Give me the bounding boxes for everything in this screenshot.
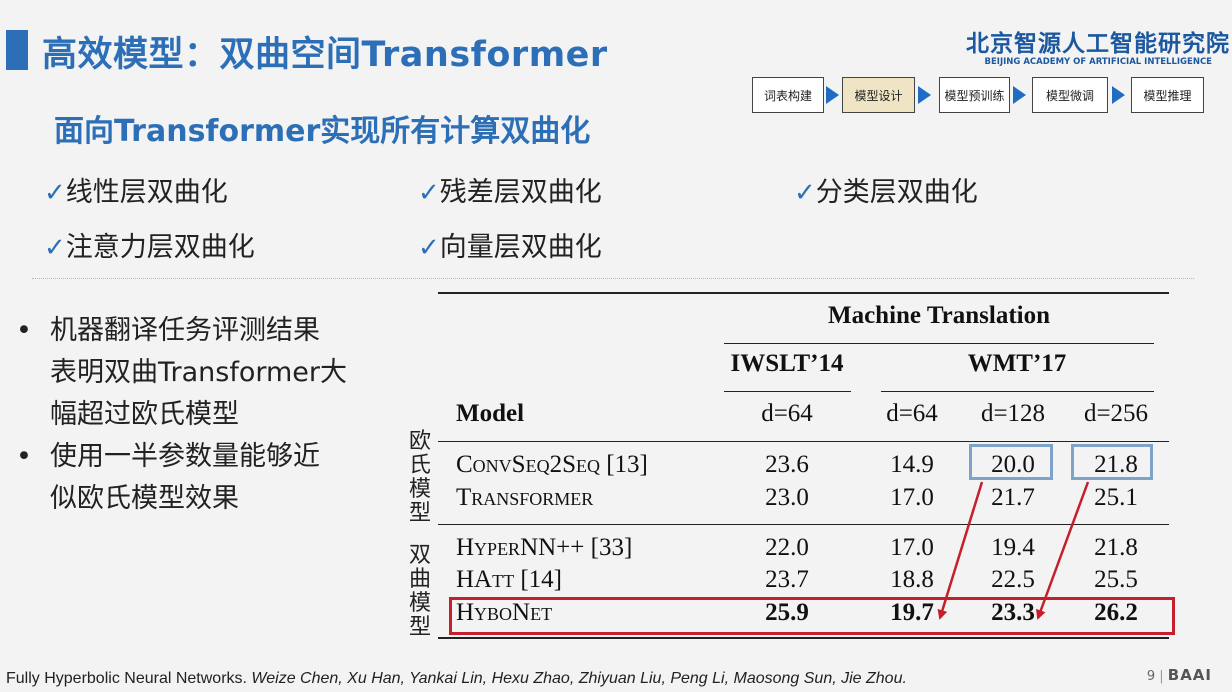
section-divider (32, 278, 1194, 279)
table-cell: 20.0 (991, 451, 1035, 478)
table-cell: 23.6 (765, 451, 809, 478)
dataset-iwslt: IWSLT’14 (730, 350, 844, 377)
check-item-residual: ✓残差层双曲化 (418, 177, 602, 208)
check-item-embedding: ✓向量层双曲化 (418, 232, 602, 263)
citation: Fully Hyperbolic Neural Networks. Weize … (6, 670, 907, 688)
bullet-item: • 使用一半参数量能够近 似欧氏模型效果 (16, 441, 320, 514)
table-row-model-hybonet: HyboNet (456, 599, 553, 626)
dim-header: d=256 (1083, 400, 1149, 427)
table-rule (724, 343, 1154, 344)
checkmark-icon: ✓ (794, 178, 816, 208)
pipeline-arrow-icon (1013, 86, 1026, 104)
table-row-model: ConvSeq2Seq [13] (456, 451, 648, 478)
arrow-icon (937, 481, 984, 620)
table-cell: 25.5 (1094, 566, 1138, 593)
pipeline-step-model-design: 模型设计 (842, 77, 915, 113)
table-cell: 17.0 (890, 484, 934, 511)
slide-subtitle: 面向Transformer实现所有计算双曲化 (54, 114, 591, 149)
checkmark-icon: ✓ (418, 178, 440, 208)
check-item-classifier: ✓分类层双曲化 (794, 177, 978, 208)
table-rule (438, 441, 1169, 442)
table-top-rule (438, 292, 1169, 294)
table-cell: 22.5 (991, 566, 1035, 593)
slide-title: 高效模型：双曲空间Transformer (42, 35, 608, 75)
table-bottom-rule (438, 637, 1169, 639)
dim-header: d=128 (980, 400, 1046, 427)
check-item-linear: ✓线性层双曲化 (44, 177, 228, 208)
table-cell: 21.8 (1094, 451, 1138, 478)
logo-english-text: BEIJING ACADEMY OF ARTIFICIAL INTELLIGEN… (984, 57, 1213, 67)
table-cell: 19.4 (991, 534, 1035, 561)
arrow-icon (1036, 481, 1090, 620)
table-cell: 23.7 (765, 566, 809, 593)
hyperbolic-group-label: 双曲模型 (408, 543, 431, 640)
table-cell: 22.0 (765, 534, 809, 561)
pipeline-arrow-icon (1112, 86, 1125, 104)
table-row-model: Transformer (456, 484, 594, 511)
bullet-item: • 机器翻译任务评测结果 表明双曲Transformer大 幅超过欧氏模型 (16, 315, 348, 430)
dim-header: d=64 (886, 400, 938, 427)
table-cell: 21.8 (1094, 534, 1138, 561)
brand-mark: BAAI (1167, 666, 1212, 684)
checkmark-icon: ✓ (44, 233, 66, 263)
title-accent-bar (6, 30, 28, 70)
pipeline-arrow-icon (826, 86, 839, 104)
table-cell: 19.7 (890, 599, 934, 626)
dataset-wmt: WMT’17 (967, 350, 1067, 377)
pipeline-arrow-icon (918, 86, 931, 104)
highlight-box-red (449, 597, 1175, 635)
table-cell: 17.0 (890, 534, 934, 561)
table-rule (438, 524, 1169, 525)
euclidean-group-label: 欧氏模型 (408, 429, 431, 526)
baai-logo: 北京智源人工智能研究院 BEIJING ACADEMY OF ARTIFICIA… (966, 31, 1230, 68)
table-rule (724, 391, 851, 392)
table-cell: 14.9 (890, 451, 934, 478)
table-row-model: HAtt [14] (456, 566, 562, 593)
citation-title: Fully Hyperbolic Neural Networks. (6, 670, 247, 687)
check-item-attention: ✓注意力层双曲化 (44, 232, 255, 263)
table-cell: 26.2 (1094, 599, 1138, 626)
table-rule (881, 391, 1154, 392)
table-group-header: Machine Translation (827, 302, 1050, 329)
citation-authors: Weize Chen, Xu Han, Yankai Lin, Hexu Zha… (251, 670, 907, 687)
pipeline-step-finetune: 模型微调 (1032, 77, 1108, 113)
table-cell: 25.1 (1094, 484, 1138, 511)
pipeline-step-vocab: 词表构建 (752, 77, 824, 113)
page-footer: 9 | BAAI (1146, 666, 1212, 684)
checkmark-icon: ✓ (44, 178, 66, 208)
table-cell: 25.9 (765, 599, 809, 626)
highlight-box-blue (1071, 444, 1153, 480)
page-number: 9 (1146, 669, 1156, 684)
table-row-model: HyperNN++ [33] (456, 534, 633, 561)
highlight-box-blue (969, 444, 1053, 480)
table-cell: 21.7 (991, 484, 1035, 511)
table-cell: 23.0 (765, 484, 809, 511)
table-cell: 23.3 (991, 599, 1035, 626)
dim-header: d=64 (761, 400, 813, 427)
table-cell: 18.8 (890, 566, 934, 593)
checkmark-icon: ✓ (418, 233, 440, 263)
pipeline-step-inference: 模型推理 (1131, 77, 1204, 113)
pipeline-step-pretrain: 模型预训练 (939, 77, 1010, 113)
logo-chinese-text: 北京智源人工智能研究院 (966, 31, 1230, 57)
model-column-header: Model (456, 400, 525, 427)
